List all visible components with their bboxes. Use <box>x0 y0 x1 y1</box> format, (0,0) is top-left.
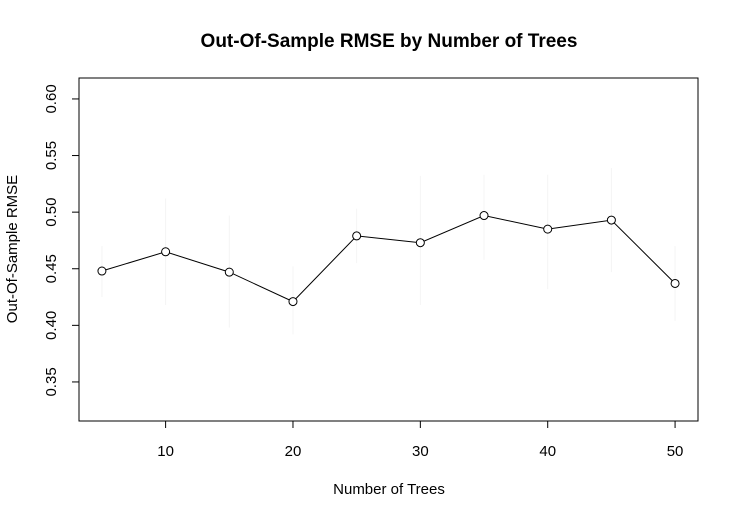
plot-area <box>78 77 699 422</box>
x-tick-label: 20 <box>285 443 302 460</box>
y-axis-label: Out-Of-Sample RMSE <box>4 175 21 323</box>
y-tick-label: 0.50 <box>43 198 60 227</box>
x-tick-label: 50 <box>667 443 684 460</box>
x-axis-label: Number of Trees <box>333 481 445 498</box>
data-point <box>479 211 489 221</box>
x-axis: 10 20 30 40 50 <box>157 420 684 460</box>
data-point <box>288 297 298 307</box>
x-tick-label: 40 <box>539 443 556 460</box>
data-point <box>224 267 234 277</box>
data-point <box>97 266 107 276</box>
error-bars <box>101 167 676 335</box>
data-point <box>606 215 616 225</box>
x-tick-label: 10 <box>157 443 174 460</box>
data-point <box>161 247 171 257</box>
data-point <box>543 224 553 234</box>
data-point <box>670 278 680 288</box>
y-tick-label: 0.55 <box>43 141 60 170</box>
data-points <box>97 211 680 307</box>
chart-title: Out-Of-Sample RMSE by Number of Trees <box>201 31 578 52</box>
series-line <box>101 214 676 303</box>
y-tick-label: 0.40 <box>43 311 60 340</box>
data-point <box>352 231 362 241</box>
y-axis: 0.35 0.40 0.45 0.50 0.55 0.60 <box>43 84 80 397</box>
y-tick-label: 0.45 <box>43 254 60 283</box>
y-tick-label: 0.35 <box>43 367 60 396</box>
x-tick-label: 30 <box>412 443 429 460</box>
data-point <box>415 238 425 248</box>
y-tick-label: 0.60 <box>43 84 60 113</box>
